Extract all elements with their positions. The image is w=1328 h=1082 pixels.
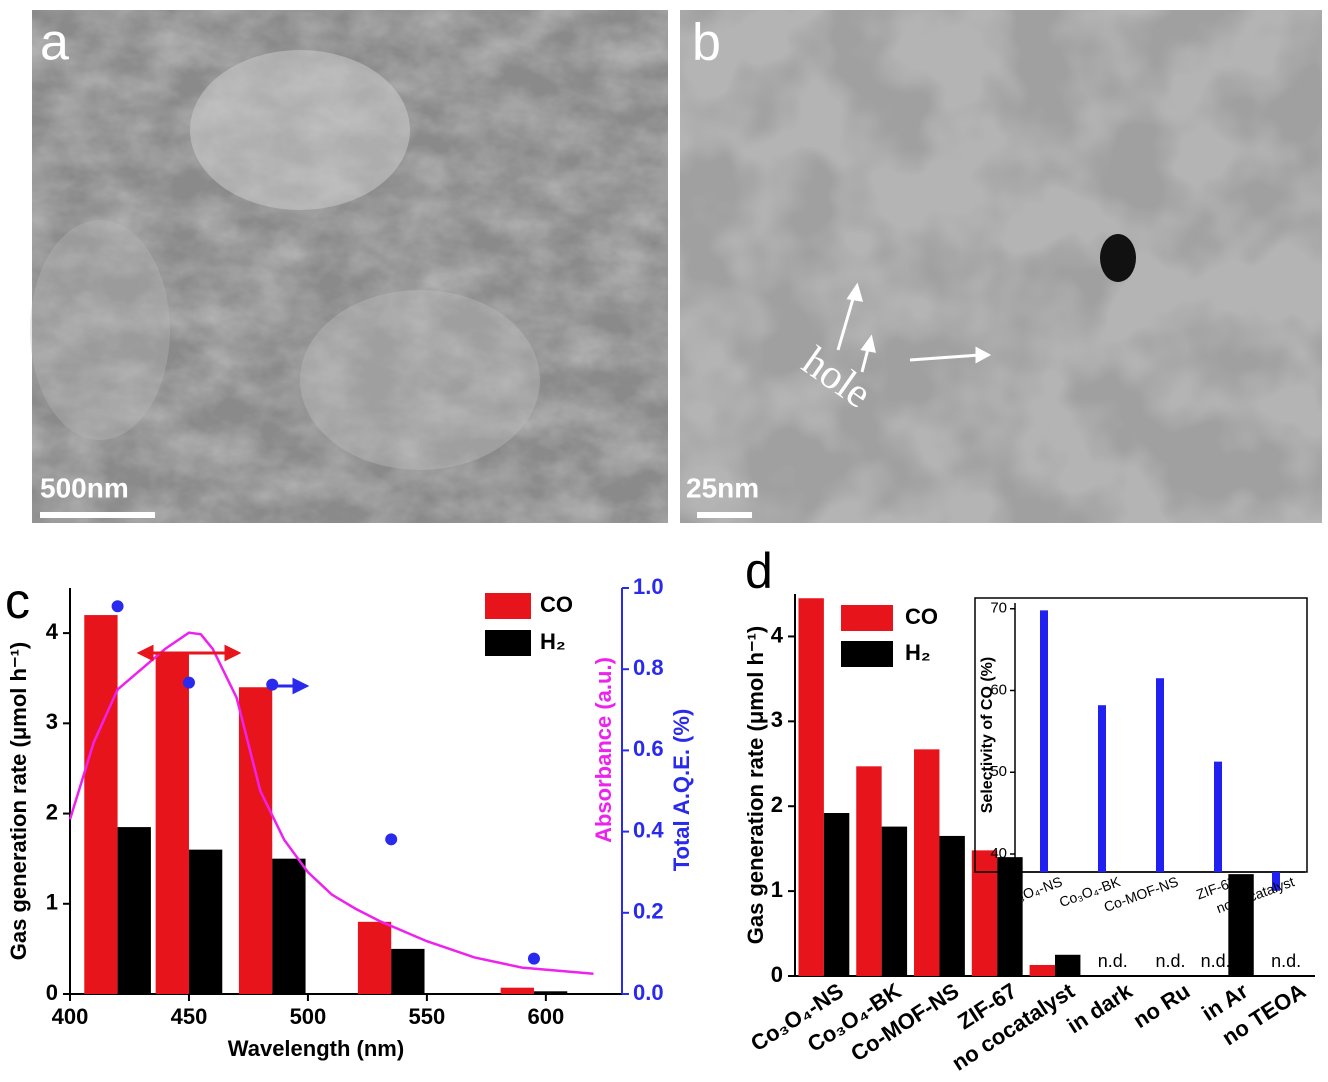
y-tick-label: 0 (771, 962, 783, 987)
absorbance-line (68, 631, 594, 975)
bar (188, 849, 223, 994)
y2-tick-label: 0.2 (633, 899, 664, 924)
y-tick-label: 4 (46, 619, 59, 644)
bar (1098, 705, 1106, 872)
bar (357, 921, 392, 994)
value-label: n.d. (1156, 951, 1186, 971)
x-tick-label: 550 (409, 1004, 446, 1029)
bar (881, 826, 908, 976)
y-tick-label: 3 (771, 707, 783, 732)
x-tick-label: 400 (52, 1004, 89, 1029)
legend-swatch (485, 593, 531, 619)
bar (238, 687, 273, 994)
y2-tick-label: 0.6 (633, 736, 664, 761)
legend-swatch (485, 630, 531, 656)
bar (533, 991, 568, 994)
bar (500, 987, 534, 994)
legend-label: H₂ (905, 640, 931, 665)
panel-label: c (5, 573, 30, 629)
tem-image: b 25nm hole (680, 10, 1322, 523)
aqe-point (111, 600, 124, 613)
scale-bar-label: 25nm (686, 472, 759, 503)
legend-label: CO (905, 604, 938, 629)
value-label: n.d. (1271, 951, 1301, 971)
bar (391, 948, 425, 994)
y2-tick-label: 0.4 (633, 817, 664, 842)
y2-tick-label: 1.0 (633, 574, 664, 599)
y-tick-label: 1 (771, 877, 783, 902)
value-label: n.d. (1201, 951, 1231, 971)
scale-bar-label: 500nm (40, 472, 129, 503)
legend-swatch (841, 605, 893, 631)
y-tick-label: 70 (990, 600, 1007, 617)
y-tick-label: 1 (46, 890, 58, 915)
bar (1156, 678, 1164, 872)
legend-label: CO (540, 592, 573, 617)
y-axis-title: Selectivity of CO (%) (979, 657, 996, 813)
bar (939, 835, 965, 976)
aqe-point (385, 833, 398, 846)
x-axis-title: Wavelength (nm) (228, 1036, 404, 1061)
aqe-point (527, 952, 540, 965)
absorbance-axis-title: Absorbance (a.u.) (591, 657, 616, 843)
bar (914, 749, 940, 976)
arrow (136, 644, 242, 662)
legend-swatch (841, 641, 893, 667)
bar (117, 827, 151, 994)
panel-label: d (745, 543, 773, 599)
bar (155, 652, 189, 994)
legend-label: H₂ (540, 629, 566, 654)
bar (272, 858, 306, 994)
panel-label: a (40, 14, 69, 72)
arrows (836, 282, 992, 373)
y-axis-title: Gas generation rate (μmol h⁻¹) (743, 626, 768, 944)
y2-tick-label: 0.0 (633, 980, 664, 1005)
bar (1228, 874, 1254, 976)
x-tick-label: 500 (290, 1004, 327, 1029)
y-tick-label: 2 (46, 799, 58, 824)
y-tick-label: 4 (771, 622, 784, 647)
axis-frame (1014, 603, 1305, 873)
x-tick-label: in dark (1063, 978, 1138, 1039)
y2-axis-title: Total A.Q.E. (%) (669, 709, 694, 872)
x-tick-label: no Ru (1129, 978, 1195, 1033)
bar (823, 813, 850, 976)
bar (84, 615, 118, 994)
arrow (268, 677, 310, 695)
y-tick-label: 3 (46, 709, 58, 734)
panel-label: b (692, 14, 721, 72)
inset-frame (974, 597, 1308, 873)
bar (1040, 610, 1048, 872)
aqe-point (182, 676, 195, 689)
sem-image: a 500nm (30, 10, 668, 523)
y-tick-label: 0 (46, 980, 58, 1005)
y-axis-title: Gas generation rate (μmol h⁻¹) (6, 642, 31, 960)
y-tick-label: 60 (990, 681, 1007, 698)
x-tick-label: 450 (171, 1004, 208, 1029)
y-tick-label: 50 (990, 763, 1007, 780)
x-tick-label: 600 (528, 1004, 565, 1029)
bar (1055, 954, 1081, 976)
bar (1214, 761, 1222, 872)
y2-tick-label: 0.8 (633, 655, 664, 680)
bar (856, 766, 882, 976)
bar (798, 598, 824, 976)
bar (997, 857, 1023, 976)
bar (1029, 964, 1055, 976)
y-tick-label: 40 (990, 845, 1007, 862)
value-label: n.d. (1098, 951, 1128, 971)
bar (1272, 872, 1280, 891)
y-tick-label: 2 (771, 792, 783, 817)
